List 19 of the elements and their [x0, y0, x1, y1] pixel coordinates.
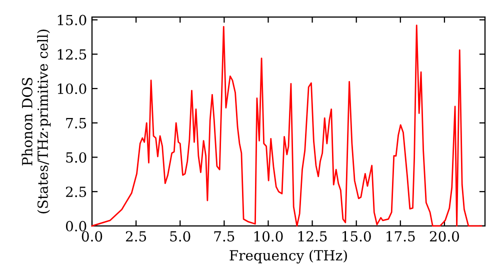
y-axis-title: Phonon DOS (States/THz·primitive cell)	[22, 30, 51, 214]
x-tick-label: 17.5	[386, 231, 415, 242]
y-tick-label: 10.0	[58, 84, 86, 94]
y-tick-label: 15.0	[58, 14, 86, 26]
y-tick-label: 7.5	[66, 118, 86, 128]
y-tick-label: 12.5	[58, 49, 86, 60]
y-tick-label: 2.5	[66, 186, 86, 198]
y-tick-label: 0.0	[66, 220, 86, 232]
x-tick-label: 10.0	[254, 231, 283, 242]
x-tick-label: 20.0	[430, 231, 460, 242]
y-tick-label: 5.0	[66, 152, 86, 163]
x-tick-label: 15.0	[342, 231, 371, 242]
x-tick-label: 0.0	[82, 231, 102, 242]
x-tick-label: 2.5	[126, 231, 146, 242]
x-tick-label: 5.0	[170, 231, 190, 242]
x-tick-label: 12.5	[298, 231, 327, 242]
x-tick-label: 7.5	[214, 231, 234, 242]
line-series	[91, 24, 482, 227]
x-axis-title: Frequency (THz)	[230, 250, 347, 264]
